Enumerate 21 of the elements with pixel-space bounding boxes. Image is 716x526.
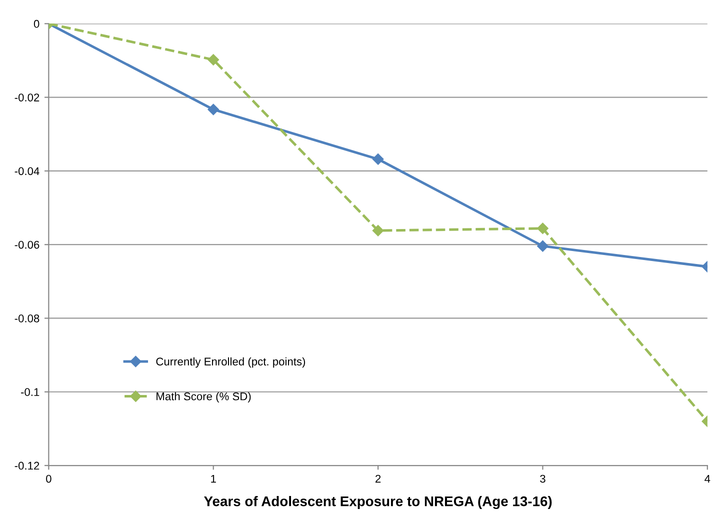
point [372, 224, 384, 236]
legend-label: Math Score (% SD) [156, 392, 251, 402]
y-tick-label: -0.08 [14, 314, 40, 322]
y-tick-label: -0.1 [21, 388, 40, 396]
point [537, 222, 548, 234]
y-tick-label: -0.12 [14, 462, 40, 470]
x-tick-label: 2 [376, 474, 381, 483]
y-tick-label: -0.04 [14, 167, 40, 176]
point [208, 104, 219, 116]
x-tick-label: 4 [704, 474, 710, 483]
x-tick-label: 0 [46, 474, 52, 483]
legend-label: Currently Enrolled (pct. points) [156, 357, 306, 368]
x-tick-label: 1 [211, 474, 216, 483]
x-tick-label: 3 [540, 474, 546, 483]
x-axis-title: Years of Adolescent Exposure to NREGA (Age 13-16) [204, 496, 552, 510]
point [208, 54, 219, 66]
point [372, 154, 384, 165]
y-tick-label: -0.02 [14, 94, 40, 102]
y-tick-label: 0 [34, 20, 40, 28]
y-tick-label: -0.06 [14, 240, 40, 249]
point [537, 240, 548, 252]
